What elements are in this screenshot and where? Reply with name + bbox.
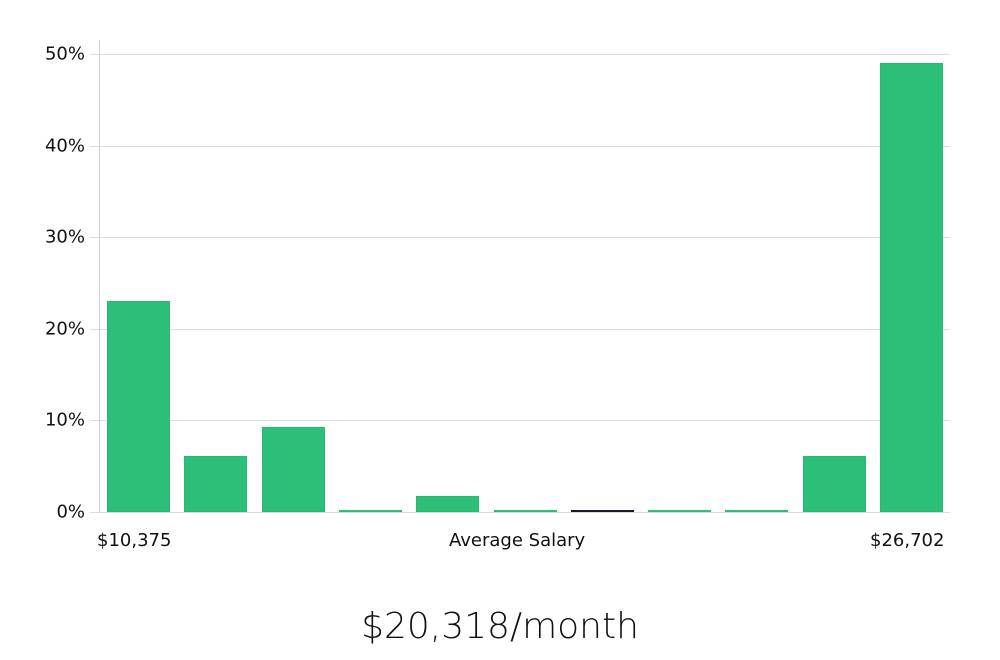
y-tick-label: 0% [56, 501, 85, 523]
histogram-bar [416, 496, 480, 512]
gridline [90, 54, 950, 55]
salary-histogram: 0% 10% 20% 30% 40% 50% [44, 40, 950, 523]
y-tick-label: 30% [44, 226, 85, 248]
histogram-bar [648, 510, 712, 512]
x-axis-title: Average Salary [449, 530, 586, 551]
histogram-bar [107, 301, 170, 512]
histogram-bar [880, 63, 943, 512]
histogram-bar [570, 510, 634, 512]
histogram-bar [261, 426, 325, 512]
histogram-bar [493, 510, 557, 512]
x-min-label: $10,375 [97, 530, 172, 551]
y-tick-label: 40% [44, 135, 85, 157]
y-tick-label: 20% [44, 318, 85, 340]
y-tick-label: 50% [44, 43, 85, 65]
histogram-bar [338, 510, 402, 512]
histogram-bar [184, 456, 248, 512]
x-max-label: $26,702 [870, 530, 945, 551]
gridline [90, 145, 950, 147]
histogram-bar [725, 510, 789, 512]
y-tick-label: 10% [44, 409, 85, 431]
histogram-bar [802, 456, 866, 512]
y-axis-line [99, 40, 100, 513]
gridline [90, 420, 950, 422]
gridline [90, 328, 950, 330]
gridline [90, 512, 950, 513]
gridline [90, 237, 950, 239]
average-salary-headline: $20,318/month [361, 606, 639, 647]
